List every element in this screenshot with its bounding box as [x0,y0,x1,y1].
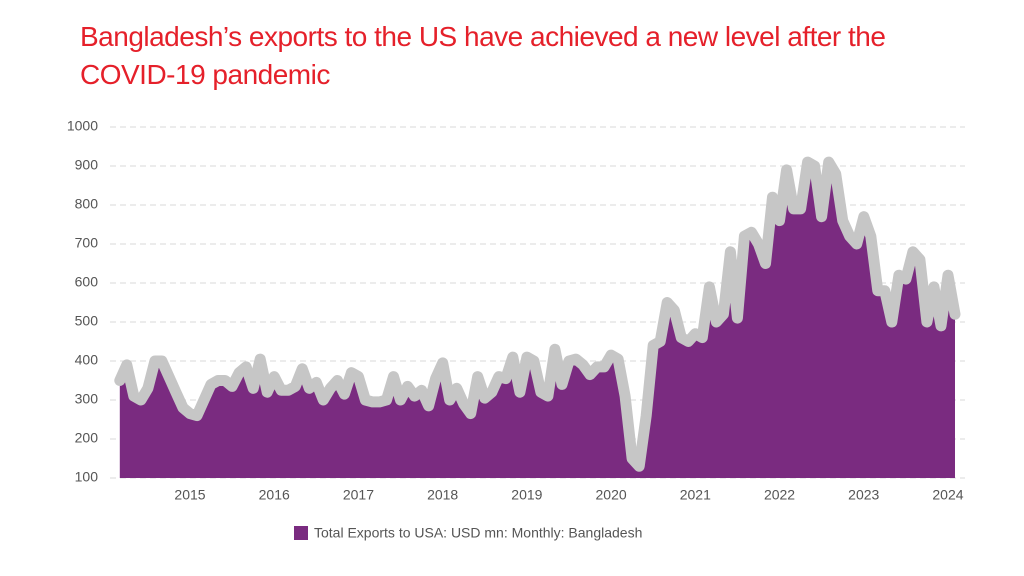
y-tick-label: 1000 [67,118,98,134]
y-tick-label: 600 [75,274,99,290]
line [114,156,961,472]
x-tick-label: 2023 [848,487,879,503]
chart-title: Bangladesh’s exports to the US have achi… [80,21,886,90]
legend-label: Total Exports to USA: USD mn: Monthly: B… [314,525,642,541]
y-tick-label: 700 [75,235,99,251]
x-tick-label: 2021 [680,487,711,503]
y-tick-label: 800 [75,196,99,212]
y-tick-label: 400 [75,352,99,368]
x-tick-label: 2018 [427,487,458,503]
legend-swatch [294,526,308,540]
y-tick-label: 900 [75,157,99,173]
x-tick-label: 2019 [511,487,542,503]
x-tick-label: 2022 [764,487,795,503]
x-tick-label: 2016 [259,487,290,503]
y-tick-label: 200 [75,430,99,446]
area [119,162,956,478]
y-tick-label: 300 [75,391,99,407]
x-tick-label: 2017 [343,487,374,503]
x-tick-label: 2020 [596,487,627,503]
x-tick-label: 2015 [174,487,205,503]
y-tick-label: 100 [75,469,99,485]
x-tick-label: 2024 [932,487,963,503]
y-tick-label: 500 [75,313,99,329]
